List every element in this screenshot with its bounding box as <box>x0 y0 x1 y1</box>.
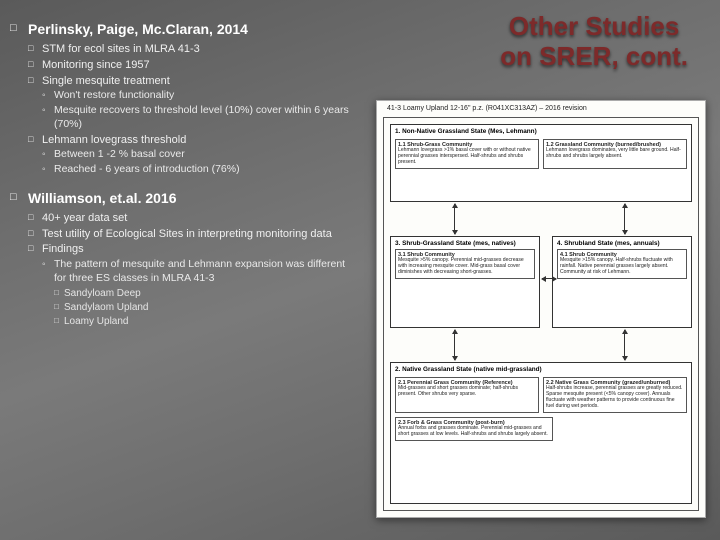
arrow-1-3 <box>454 204 455 234</box>
state-2: 2. Native Grassland State (native mid-gr… <box>390 362 692 504</box>
arrow-3-4 <box>542 278 556 279</box>
study2-class: Loamy Upland <box>28 315 358 328</box>
study2-item: 40+ year data set <box>28 211 358 226</box>
study1-subpoint: Between 1 -2 % basal cover <box>28 148 358 162</box>
c21-text: Mid-grasses and short grasses dominate; … <box>398 386 536 398</box>
study1-subpoint: Mesquite recovers to threshold level (10… <box>28 104 358 132</box>
state1-title: 1. Non-Native Grassland State (Mes, Lehm… <box>395 128 687 135</box>
study1-item: Monitoring since 1957 <box>28 58 358 73</box>
diagram-header: 41-3 Loamy Upland 12-16" p.z. (R041XC313… <box>387 105 587 112</box>
state-1: 1. Non-Native Grassland State (Mes, Lehm… <box>390 124 692 202</box>
arrow-3-2 <box>454 330 455 360</box>
state-3: 3. Shrub-Grassland State (mes, natives) … <box>390 236 540 328</box>
community-4-1: 4.1 Shrub Community Mesquite >15% canopy… <box>557 249 687 279</box>
state-4: 4. Shrubland State (mes, annuals) 4.1 Sh… <box>552 236 692 328</box>
state3-title: 3. Shrub-Grassland State (mes, natives) <box>395 240 535 247</box>
community-1-1: 1.1 Shrub-Grass Community Lehmann lovegr… <box>395 139 539 169</box>
arrow-1-4 <box>624 204 625 234</box>
study1-item: STM for ecol sites in MLRA 41-3 <box>28 42 358 57</box>
text-content: Perlinsky, Paige, Mc.Claran, 2014 STM fo… <box>28 20 358 329</box>
c11-text: Lehmann lovegrass >1% basal cover with o… <box>398 148 536 166</box>
study2-item: Findings <box>28 242 358 257</box>
study2-class: Sandyloam Deep <box>28 287 358 300</box>
community-3-1: 3.1 Shrub Community Mesquite >5% canopy.… <box>395 249 535 279</box>
state2-title: 2. Native Grassland State (native mid-gr… <box>395 366 687 373</box>
diagram-frame: 1. Non-Native Grassland State (Mes, Lehm… <box>383 117 699 511</box>
title-line-2: on SRER, cont. <box>500 42 688 72</box>
c31-text: Mesquite >5% canopy. Perennial mid-grass… <box>398 258 532 276</box>
c23-text: Annual forbs and grasses dominate. Peren… <box>398 426 550 438</box>
slide-title: Other Studies on SRER, cont. <box>500 12 688 72</box>
study2-class: Sandylaom Upland <box>28 301 358 314</box>
state4-title: 4. Shrubland State (mes, annuals) <box>557 240 687 247</box>
community-2-3: 2.3 Forb & Grass Community (post-burn) A… <box>395 417 553 441</box>
community-2-1: 2.1 Perennial Grass Community (Reference… <box>395 377 539 413</box>
study1-subpoint: Reached - 6 years of introduction (76%) <box>28 163 358 177</box>
study1-item: Single mesquite treatment <box>28 74 358 89</box>
c22-text: Half-shrubs increase, perennial grasses … <box>546 386 684 409</box>
stm-diagram: 41-3 Loamy Upland 12-16" p.z. (R041XC313… <box>376 100 706 518</box>
study2-finding: The pattern of mesquite and Lehmann expa… <box>28 258 358 286</box>
title-line-1: Other Studies <box>500 12 688 42</box>
c41-text: Mesquite >15% canopy. Half-shrubs fluctu… <box>560 258 684 276</box>
study2-item: Test utility of Ecological Sites in inte… <box>28 227 358 242</box>
study1-heading: Perlinsky, Paige, Mc.Claran, 2014 <box>28 20 358 38</box>
c12-text: Lehmann lovegrass dominates, very little… <box>546 148 684 160</box>
arrow-4-2 <box>624 330 625 360</box>
study1-item: Lehmann lovegrass threshold <box>28 133 358 148</box>
study2-heading: Williamson, et.al. 2016 <box>28 189 358 207</box>
community-2-2: 2.2 Native Grass Community (grazed/unbur… <box>543 377 687 413</box>
community-1-2: 1.2 Grassland Community (burned/brushed)… <box>543 139 687 169</box>
study1-subpoint: Won't restore functionality <box>28 89 358 103</box>
